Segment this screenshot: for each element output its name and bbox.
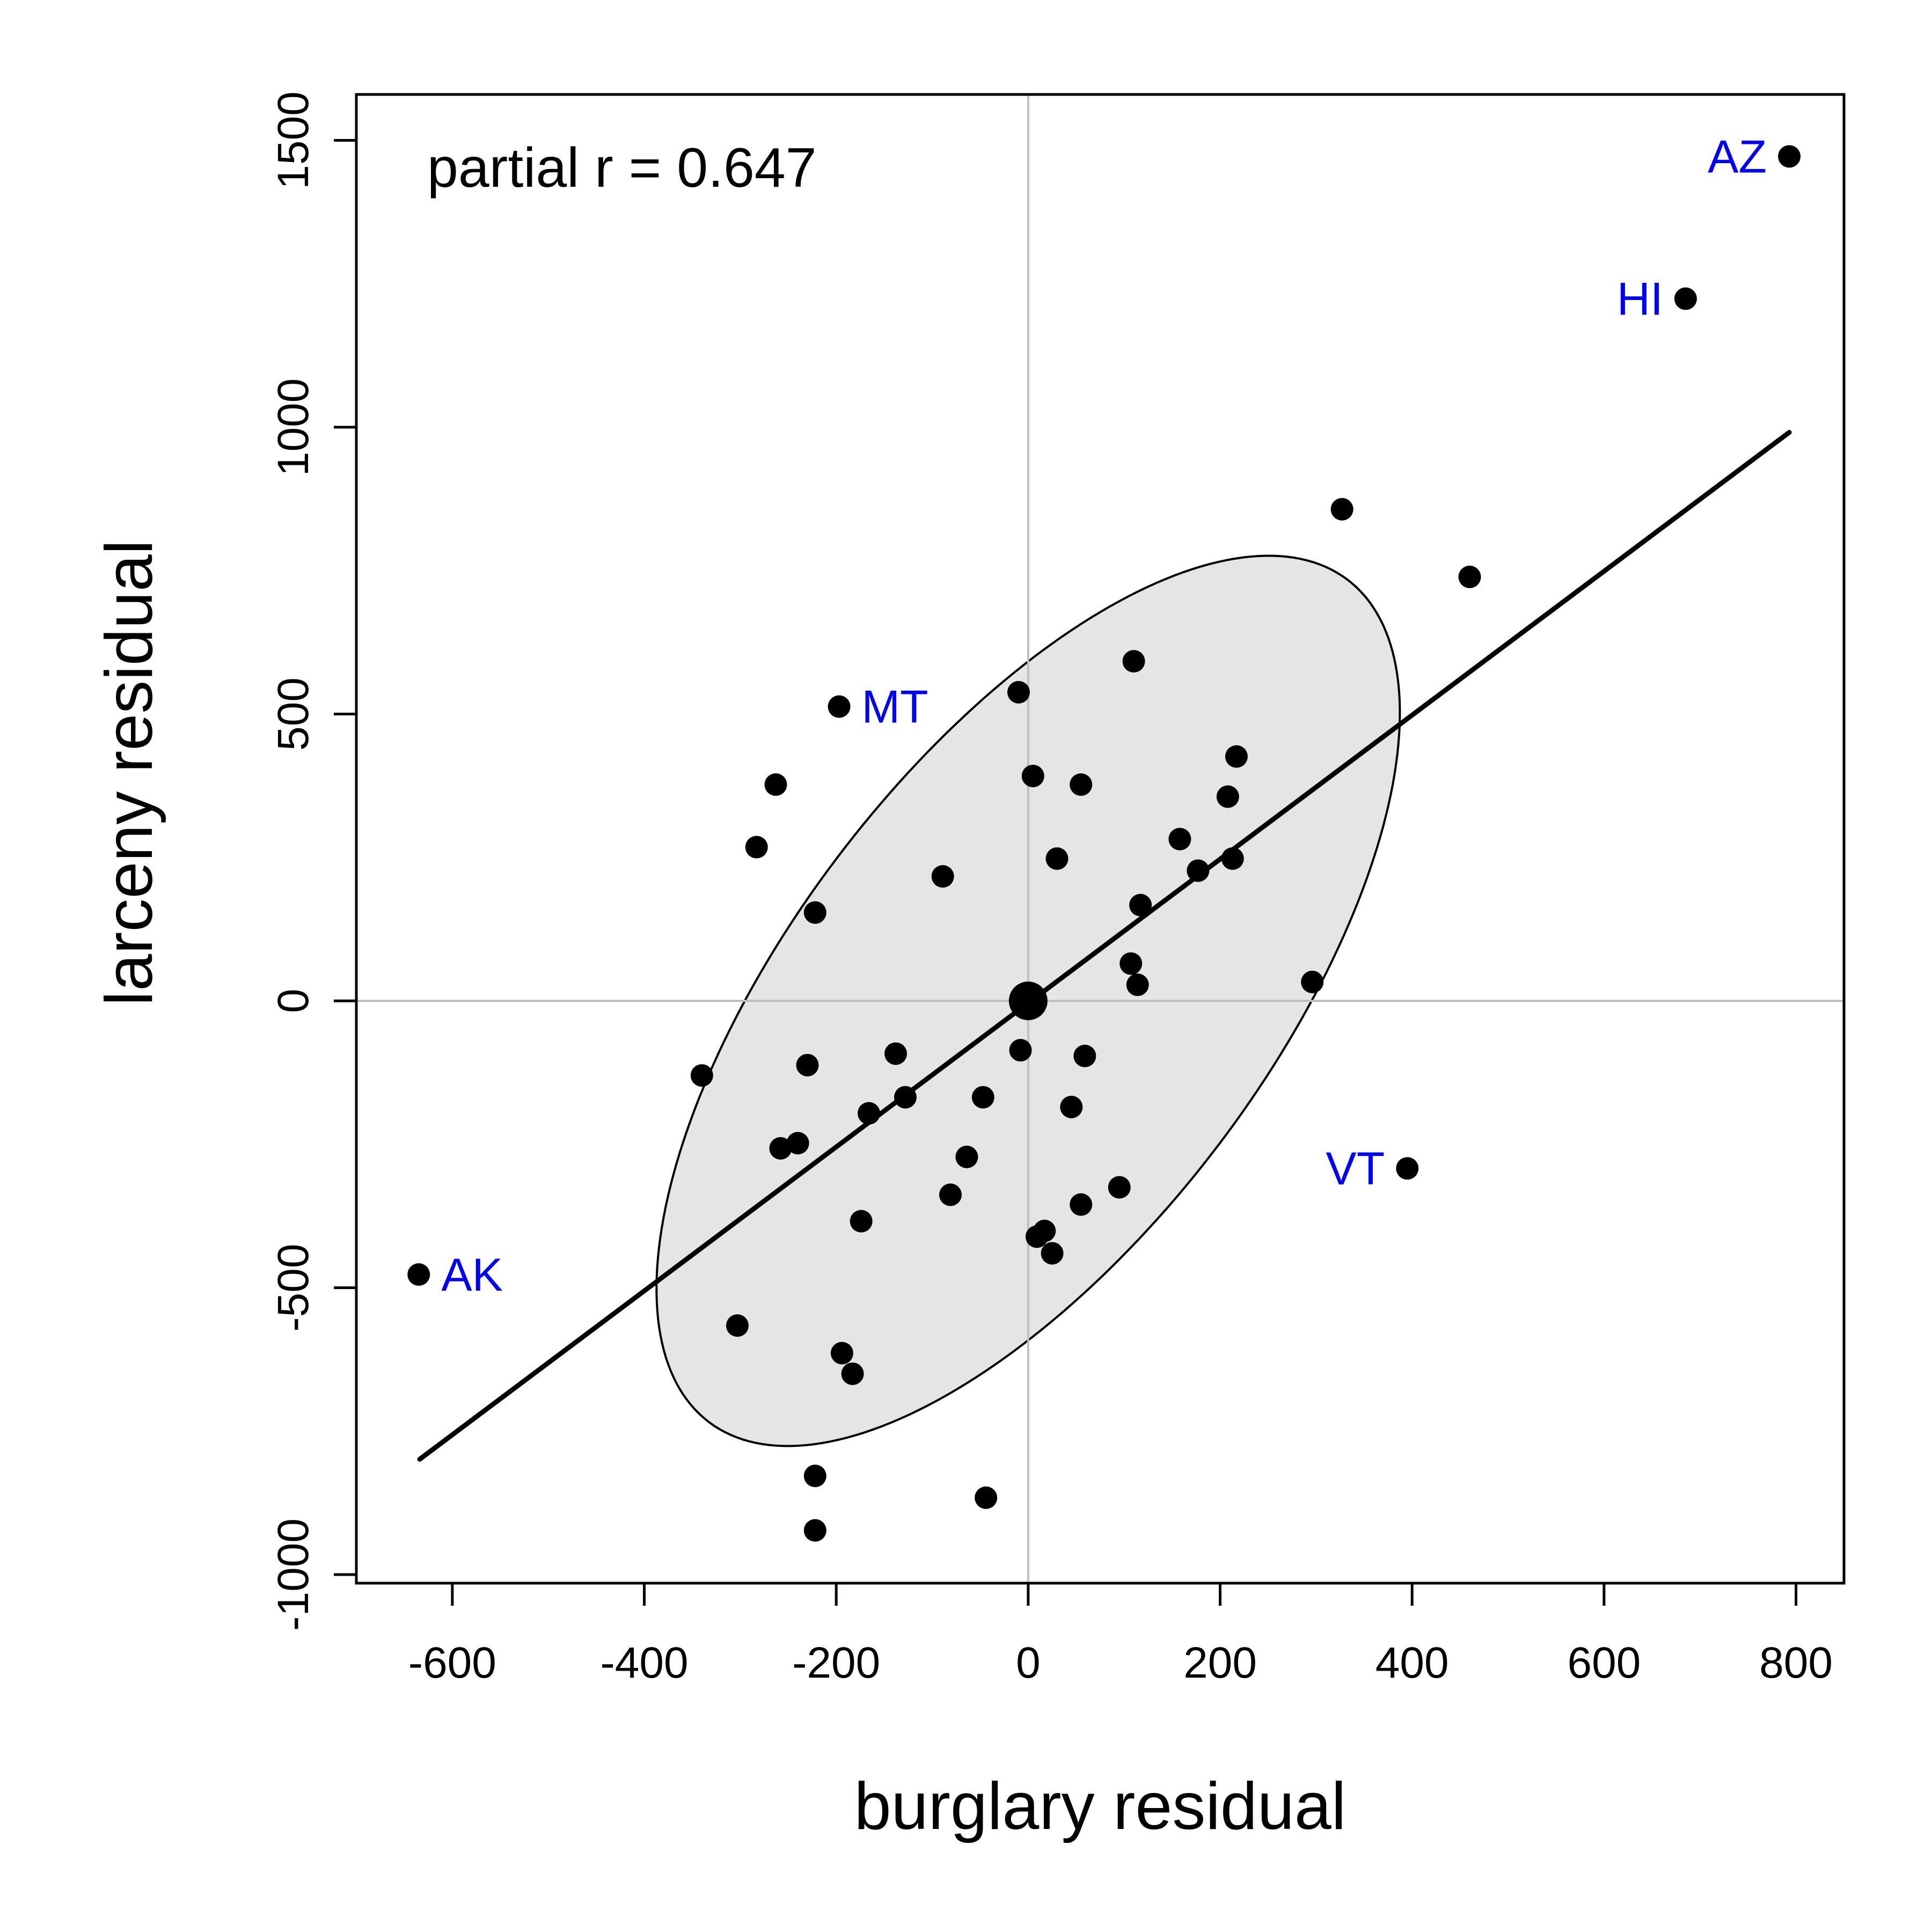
data-point [850, 1210, 873, 1233]
y-tick-label: 1000 [269, 378, 318, 476]
partial-r-annotation: partial r = 0.647 [427, 137, 817, 199]
y-tick-label: -500 [269, 1243, 318, 1331]
data-point [1221, 847, 1244, 870]
data-point [894, 1086, 917, 1109]
data-point [1225, 745, 1248, 768]
x-tick-label: 400 [1375, 1638, 1449, 1687]
data-point [955, 1145, 978, 1168]
data-point [841, 1362, 864, 1385]
data-point [1060, 1095, 1083, 1118]
data-point [1187, 859, 1210, 882]
regression-line [417, 430, 1792, 1462]
data-point [1007, 680, 1030, 704]
x-tick-label: 0 [1016, 1638, 1041, 1687]
data-point [1458, 566, 1481, 589]
data-point [939, 1183, 962, 1206]
data-point [884, 1042, 908, 1065]
y-tick-label: 500 [269, 677, 318, 751]
data-point [764, 773, 787, 796]
data-point [1073, 1044, 1096, 1067]
x-tick-label: -600 [408, 1638, 496, 1687]
data-point [830, 1342, 853, 1365]
data-point [1168, 828, 1191, 851]
data-point [726, 1314, 749, 1337]
y-tick-label: -1000 [269, 1518, 318, 1631]
data-point [828, 695, 851, 718]
data-point [1021, 764, 1044, 787]
data-point [1025, 1225, 1048, 1248]
data-point [1778, 145, 1801, 168]
data-point [1009, 1038, 1032, 1062]
x-tick-label: 800 [1759, 1638, 1833, 1687]
x-tick-label: -200 [792, 1638, 880, 1687]
data-point [1216, 785, 1239, 808]
data-point [1070, 1193, 1093, 1216]
y-axis-title: larceny residual [92, 540, 166, 1006]
x-axis-title: burglary residual [854, 1769, 1346, 1843]
data-point [796, 1053, 819, 1077]
y-tick-label: 1500 [269, 91, 318, 189]
data-point [931, 865, 954, 888]
data-point [1129, 894, 1152, 917]
point-label-mt: MT [862, 682, 928, 733]
data-point [1122, 650, 1145, 673]
point-label-vt: VT [1326, 1143, 1385, 1195]
data-point [1674, 287, 1697, 310]
data-point [1126, 974, 1149, 997]
data-point [803, 901, 826, 924]
point-label-hi: HI [1617, 274, 1663, 325]
centroid-point [1008, 981, 1048, 1020]
point-label-ak: AK [441, 1249, 503, 1301]
data-point [769, 1137, 792, 1160]
point-label-az: AZ [1708, 131, 1767, 182]
data-point [1070, 773, 1093, 796]
data-point [786, 1132, 809, 1155]
data-point [745, 836, 768, 859]
data-point [803, 1465, 826, 1488]
x-tick-label: 200 [1183, 1638, 1257, 1687]
data-point [803, 1519, 826, 1542]
y-tick-label: 0 [269, 989, 318, 1013]
data-point [1108, 1176, 1131, 1199]
x-tick-label: 600 [1567, 1638, 1641, 1687]
data-point [407, 1263, 430, 1286]
data-point [1396, 1157, 1419, 1180]
data-point [975, 1486, 998, 1509]
data-point [971, 1086, 994, 1109]
data-point [1041, 1242, 1064, 1265]
data-point [1330, 497, 1353, 521]
data-point [1045, 847, 1069, 870]
data-point [857, 1102, 880, 1125]
x-tick-label: -400 [600, 1638, 688, 1687]
data-point [1301, 970, 1324, 993]
data-point [1119, 952, 1143, 975]
data-point [690, 1064, 713, 1087]
